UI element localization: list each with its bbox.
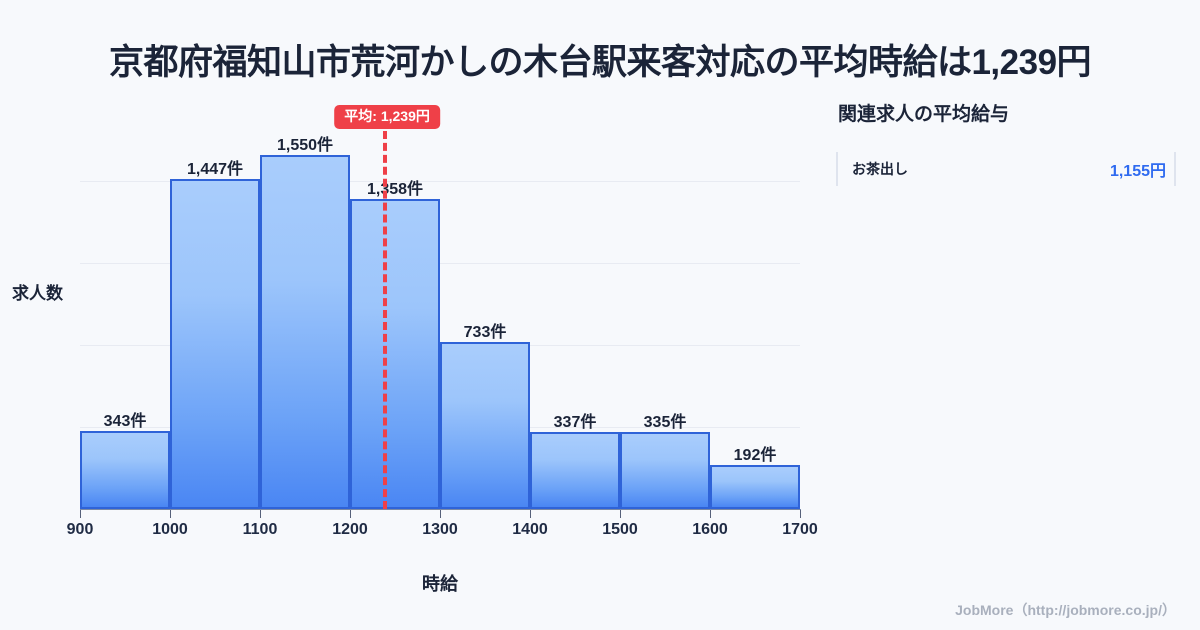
x-axis-line [80, 509, 801, 510]
gridline [80, 181, 800, 182]
related-salary-title: 関連求人の平均給与 [838, 104, 1010, 125]
bar-value-label: 192件 [733, 447, 777, 465]
x-axis-tick-label: 1200 [332, 521, 368, 538]
average-marker-badge: 平均: 1,239円 [334, 105, 440, 130]
x-axis-tick-label: 900 [66, 521, 94, 538]
salary-row[interactable]: お茶出し 1,155円 [836, 152, 1176, 186]
bar-value-label: 1,358件 [366, 180, 424, 198]
histogram-bar [260, 155, 350, 509]
related-salary-panel: 関連求人の平均給与 お茶出し 1,155円 [836, 99, 1176, 186]
bar-value-label: 733件 [463, 323, 507, 341]
x-axis-tick [710, 509, 711, 518]
bar-value-label: 337件 [553, 414, 597, 432]
related-salary-list: お茶出し 1,155円 [836, 152, 1176, 186]
histogram-bar [440, 341, 530, 509]
histogram-bar [530, 432, 620, 509]
gridline [80, 263, 800, 264]
x-axis-tick [350, 509, 351, 518]
x-axis-tick [440, 509, 441, 518]
x-axis-tick [620, 509, 621, 518]
x-axis-tick-label: 1000 [152, 521, 188, 538]
x-axis-tick [170, 509, 171, 518]
histogram-bar [620, 432, 710, 509]
average-marker-line [383, 131, 388, 509]
salary-row-name: お茶出し [852, 161, 908, 177]
x-axis-tick-label: 1500 [602, 521, 638, 538]
bar-value-label: 1,550件 [276, 137, 334, 154]
x-axis-tick-label: 1400 [512, 521, 548, 538]
bar-value-label: 335件 [643, 414, 687, 432]
x-axis-tick [260, 509, 261, 518]
x-axis-title: 時給 [422, 574, 458, 594]
x-axis-tick-label: 1100 [242, 521, 278, 538]
chart-plot-wrapper: 343件 1,447件 1,550件 1,358件 733件 337件 335件 192件 9… [12, 105, 818, 594]
x-axis-tick [800, 509, 801, 518]
bar-value-label: 343件 [103, 412, 147, 430]
y-axis-title: 求人数 [12, 284, 63, 303]
histogram-bar [80, 430, 170, 509]
salary-row-value: 1,155円 [1109, 163, 1166, 180]
page-title: 京都府福知山市荒河かしの木台駅来客対応の平均時給は1,239円 [108, 43, 1092, 82]
bar-value-label: 1,447件 [186, 160, 244, 178]
footer-credit: JobMore（http://jobmore.co.jp/） [955, 602, 1176, 618]
histogram-bar [710, 465, 800, 509]
x-axis-tick-label: 1300 [422, 521, 458, 538]
histogram-bar [170, 178, 260, 509]
x-axis-tick-label: 1700 [782, 521, 818, 538]
x-axis-tick [80, 509, 81, 518]
x-axis-tick [530, 509, 531, 518]
x-axis-tick-label: 1600 [692, 521, 728, 538]
histogram-bar [350, 198, 440, 509]
